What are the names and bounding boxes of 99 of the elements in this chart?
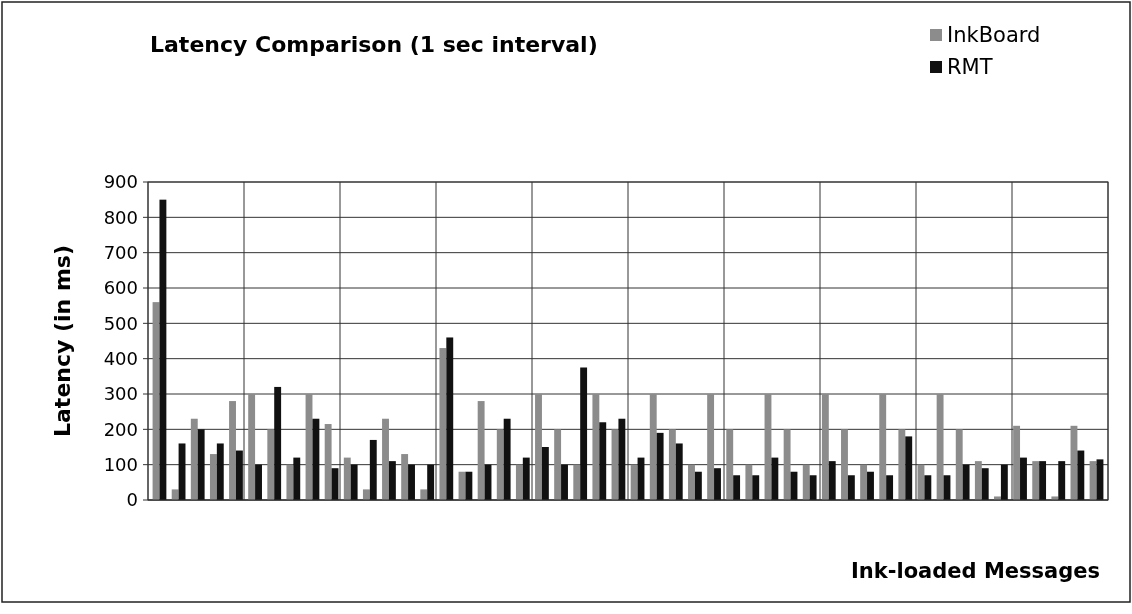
chart-title: Latency Comparison (1 sec interval)	[150, 32, 598, 57]
bar	[733, 475, 741, 500]
bar	[235, 450, 243, 500]
bar	[974, 461, 982, 500]
bar	[694, 471, 702, 500]
legend-label: InkBoard	[947, 23, 1041, 48]
bar	[771, 457, 779, 500]
bar	[216, 443, 224, 500]
bar	[821, 394, 829, 500]
bar	[446, 337, 454, 500]
y-tick-label: 500	[103, 312, 138, 334]
bar	[171, 489, 179, 500]
legend-label: RMT	[947, 55, 993, 80]
bar	[924, 475, 932, 500]
bar	[477, 401, 485, 500]
bar	[465, 471, 473, 500]
bar	[439, 348, 447, 500]
bar	[745, 464, 753, 500]
bar	[649, 394, 657, 500]
bar	[503, 418, 511, 500]
y-tick-label: 900	[103, 171, 138, 193]
y-tick-label: 700	[103, 241, 138, 263]
bar	[656, 432, 664, 500]
bar	[675, 443, 683, 500]
bar	[209, 454, 217, 500]
bar	[1032, 461, 1040, 500]
bar	[535, 394, 542, 500]
bar	[554, 429, 562, 500]
bar	[1058, 461, 1066, 500]
bar	[248, 394, 256, 500]
bar	[707, 394, 715, 500]
bar	[427, 464, 435, 500]
bar	[962, 464, 970, 500]
bar	[541, 447, 549, 500]
bar	[618, 418, 626, 500]
bar	[580, 367, 588, 500]
bar	[267, 429, 275, 500]
bar	[630, 464, 638, 500]
bar	[847, 475, 855, 500]
bar	[783, 429, 791, 500]
y-tick-label: 400	[103, 347, 138, 369]
bar	[420, 489, 428, 500]
bar	[343, 457, 351, 500]
bar	[879, 394, 887, 500]
bar	[312, 418, 320, 500]
bar	[274, 386, 282, 500]
bar	[668, 429, 676, 500]
y-tick-label: 200	[103, 418, 138, 440]
bar	[592, 394, 600, 500]
bar	[936, 394, 944, 500]
bar	[382, 418, 389, 500]
bar	[1089, 461, 1097, 500]
bar	[286, 464, 294, 500]
bar	[1039, 461, 1047, 500]
y-axis-title: Latency (in ms)	[50, 245, 75, 437]
bar	[388, 461, 396, 500]
bar	[496, 429, 504, 500]
bar	[898, 429, 906, 500]
y-tick-label: 100	[103, 453, 138, 475]
bar	[350, 464, 358, 500]
bar	[515, 464, 523, 500]
bar	[190, 418, 198, 500]
bar	[802, 464, 810, 500]
bar	[886, 475, 894, 500]
bar	[255, 464, 262, 500]
bar	[841, 429, 848, 500]
bar	[408, 464, 415, 500]
y-tick-label: 600	[103, 277, 138, 299]
bar	[362, 489, 370, 500]
bar	[867, 471, 874, 500]
y-tick-label: 800	[103, 206, 138, 228]
bar	[726, 429, 734, 500]
x-axis-title: Ink-loaded Messages	[851, 559, 1100, 583]
bar	[1000, 464, 1008, 500]
bar	[573, 464, 581, 500]
bar	[401, 454, 409, 500]
bar	[752, 475, 760, 500]
bar	[522, 457, 530, 500]
bar	[324, 424, 332, 500]
bar	[981, 468, 989, 500]
bar	[905, 436, 913, 500]
bar	[369, 439, 377, 500]
bar	[828, 461, 836, 500]
bar	[159, 199, 167, 500]
bar	[561, 464, 568, 500]
bar	[1013, 425, 1021, 500]
bar	[955, 429, 963, 500]
bar	[1020, 457, 1027, 500]
bar	[860, 464, 868, 500]
bar	[197, 429, 205, 500]
bar	[688, 464, 695, 500]
bar	[599, 422, 607, 500]
bar	[293, 457, 301, 500]
bar	[229, 401, 236, 500]
y-tick-label: 0	[126, 489, 138, 511]
bar	[1077, 450, 1085, 500]
y-tick-label: 300	[103, 383, 138, 405]
bar	[714, 468, 721, 500]
bar	[809, 475, 817, 500]
